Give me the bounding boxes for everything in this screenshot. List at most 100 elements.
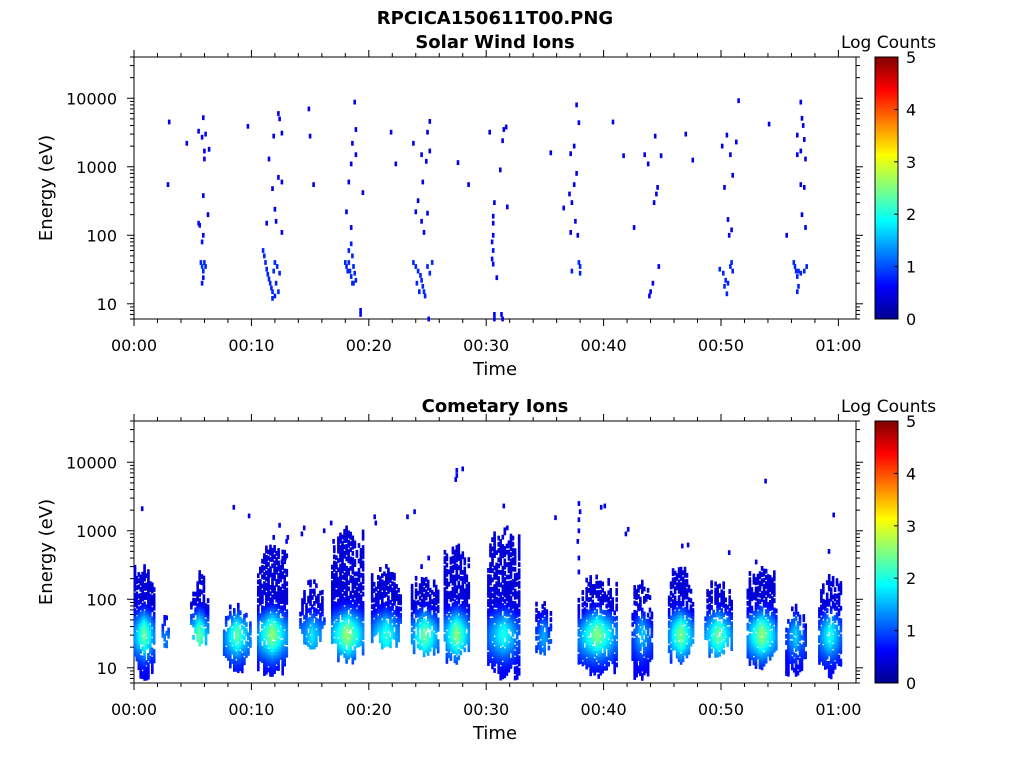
heatmap-cell <box>766 614 770 620</box>
heatmap-cell <box>491 558 494 564</box>
heatmap-cell <box>379 622 382 628</box>
heatmap-cell <box>718 583 721 589</box>
heatmap-cell <box>465 596 469 601</box>
heatmap-cell <box>311 641 314 647</box>
heatmap-cell <box>511 650 515 656</box>
heatmap-cell <box>607 581 610 586</box>
heatmap-cell <box>579 646 583 652</box>
heatmap-cell <box>237 655 240 661</box>
heatmap-cell <box>355 587 359 592</box>
heatmap-cell <box>716 593 719 599</box>
heatmap-cell <box>507 624 511 630</box>
heatmap-cell <box>351 541 355 547</box>
heatmap-cell <box>633 591 636 597</box>
heatmap-cell <box>589 587 592 593</box>
heatmap-cell <box>822 657 825 663</box>
heatmap-cell <box>279 599 282 604</box>
heatmap-cell <box>679 616 683 622</box>
heatmap-cell <box>265 592 268 597</box>
heatmap-cell <box>333 622 336 628</box>
heatmap-cell <box>491 568 494 573</box>
heatmap-cell <box>535 614 538 619</box>
heatmap-cell <box>493 655 496 661</box>
heatmap-cell <box>271 582 274 587</box>
heatmap-cell <box>151 650 154 656</box>
heatmap-cell <box>194 625 197 631</box>
heatmap-cell <box>597 615 600 620</box>
heatmap-cell <box>609 653 612 658</box>
heatmap-cell <box>800 663 804 668</box>
heatmap-cell <box>370 604 374 609</box>
heatmap-cell <box>381 629 384 634</box>
heatmap-cell <box>381 601 384 606</box>
heatmap-cell <box>434 643 438 649</box>
heatmap-cell <box>581 621 585 626</box>
heatmap-cell <box>261 248 265 253</box>
heatmap-cell <box>263 612 266 617</box>
heatmap-cell <box>271 550 274 556</box>
heatmap-cell <box>267 583 270 589</box>
heatmap-cell <box>445 631 449 636</box>
heatmap-cell <box>361 548 365 553</box>
heatmap-cell <box>537 614 540 619</box>
heatmap-cell <box>461 610 465 616</box>
heatmap-cell <box>689 626 693 631</box>
heatmap-cell <box>393 631 396 637</box>
heatmap-cell <box>204 634 208 640</box>
heatmap-cell <box>395 639 398 645</box>
heatmap-cell <box>269 550 272 556</box>
heatmap-cell <box>267 586 270 592</box>
heatmap-cell <box>410 636 414 642</box>
heatmap-cell <box>449 572 453 577</box>
heatmap-cell <box>281 574 284 580</box>
heatmap-cell <box>273 563 276 569</box>
heatmap-cell <box>265 648 268 653</box>
heatmap-cell <box>351 610 355 615</box>
heatmap-cell <box>357 577 361 582</box>
heatmap-cell <box>762 655 766 661</box>
heatmap-cell <box>315 617 318 623</box>
heatmap-cell <box>422 624 426 630</box>
heatmap-cell <box>493 571 496 577</box>
heatmap-cell <box>677 598 681 604</box>
heatmap-cell <box>374 602 378 608</box>
heatmap-cell <box>710 623 713 629</box>
heatmap-cell <box>147 584 150 590</box>
heatmap-cell <box>279 574 282 580</box>
heatmap-cell <box>355 580 359 586</box>
heatmap-cell <box>503 608 507 613</box>
heatmap-cell <box>587 656 590 662</box>
heatmap-cell <box>799 148 803 154</box>
heatmap-cell <box>773 570 776 576</box>
heatmap-cell <box>339 551 342 556</box>
heatmap-cell <box>271 647 274 652</box>
heatmap-cell <box>235 651 238 657</box>
heatmap-cell <box>501 590 505 596</box>
heatmap-cell <box>359 613 363 618</box>
heatmap-cell <box>497 659 500 665</box>
heatmap-cell <box>333 613 336 619</box>
heatmap-cell <box>794 672 798 677</box>
heatmap-cell <box>595 590 598 595</box>
heatmap-cell <box>683 635 687 640</box>
heatmap-cell <box>515 671 519 677</box>
heatmap-cell <box>389 618 392 624</box>
heatmap-cell <box>133 620 137 626</box>
heatmap-cell <box>301 623 304 628</box>
heatmap-cell <box>235 660 238 666</box>
heatmap-cell <box>151 622 154 628</box>
heatmap-cell <box>509 570 513 576</box>
heatmap-cell <box>257 663 260 669</box>
heatmap-cell <box>820 626 823 631</box>
heatmap-cell <box>585 615 588 620</box>
heatmap-cell <box>285 615 289 621</box>
heatmap-cell <box>577 641 581 647</box>
heatmap-cell <box>416 198 420 204</box>
heatmap-cell <box>351 597 355 603</box>
heatmap-cell <box>803 137 806 142</box>
heatmap-cell <box>766 608 770 614</box>
heatmap-cell <box>339 597 342 603</box>
heatmap-cell <box>455 554 459 560</box>
heatmap-cell <box>339 585 342 591</box>
heatmap-cell <box>489 577 492 583</box>
